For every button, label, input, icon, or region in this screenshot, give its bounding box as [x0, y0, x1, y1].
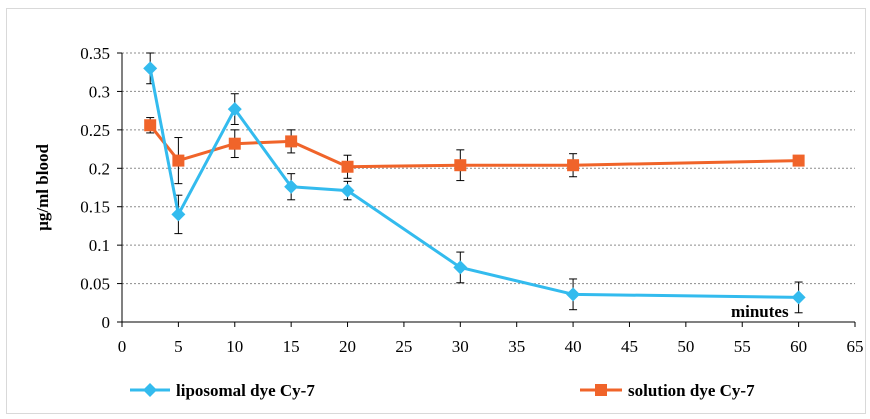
- x-tick-label: 5: [174, 337, 183, 356]
- y-tick-label: 0: [102, 313, 111, 332]
- x-tick-label: 45: [621, 337, 638, 356]
- axes: [117, 52, 856, 327]
- x-tick-labels: 0 5 10 15 20 25 30 35 40 45 50 55 60 65: [118, 337, 864, 356]
- data-point: [595, 384, 607, 396]
- y-tick-label: 0.15: [80, 198, 110, 217]
- x-unit-annotation: minutes: [731, 302, 789, 321]
- legend-label: solution dye Cy-7: [628, 381, 755, 400]
- legend: liposomal dye Cy-7 solution dye Cy-7: [130, 381, 755, 400]
- x-tick-label: 60: [790, 337, 807, 356]
- legend-label: liposomal dye Cy-7: [176, 381, 315, 400]
- y-axis-label: µg/ml blood: [33, 144, 52, 231]
- data-point: [285, 135, 298, 148]
- data-point: [341, 160, 354, 173]
- y-tick-label: 0.25: [80, 121, 110, 140]
- y-tick-label: 0.35: [80, 44, 110, 63]
- x-tick-label: 30: [452, 337, 469, 356]
- data-point: [227, 102, 242, 117]
- data-point: [143, 61, 158, 76]
- data-point: [791, 290, 806, 305]
- data-point: [171, 207, 186, 222]
- y-tick-label: 0.2: [89, 159, 110, 178]
- data-point: [228, 137, 241, 150]
- x-tick-label: 10: [226, 337, 243, 356]
- y-tick-label: 0.1: [89, 236, 110, 255]
- data-point: [792, 154, 805, 167]
- legend-item-0: liposomal dye Cy-7: [130, 381, 315, 400]
- data-point: [143, 383, 157, 397]
- x-tick-label: 25: [395, 337, 412, 356]
- x-tick-label: 15: [283, 337, 300, 356]
- data-point: [340, 183, 355, 198]
- chart-frame: [6, 8, 866, 414]
- x-tick-label: 0: [118, 337, 127, 356]
- data-point: [284, 179, 299, 194]
- data-point: [453, 260, 468, 275]
- data-point: [454, 159, 467, 172]
- data-point: [172, 154, 185, 167]
- y-tick-label: 0.3: [89, 82, 110, 101]
- gridlines: [122, 52, 855, 285]
- series-0: [143, 52, 806, 314]
- legend-item-1: solution dye Cy-7: [580, 381, 755, 400]
- y-tick-labels: 0 0.05 0.1 0.15 0.2 0.25 0.3 0.35: [80, 44, 110, 332]
- series-line: [149, 124, 799, 169]
- x-tick-label: 20: [339, 337, 356, 356]
- x-tick-label: 50: [677, 337, 694, 356]
- series-line: [148, 68, 799, 299]
- data-point: [144, 119, 157, 132]
- series-layer: [143, 52, 806, 314]
- data-point: [566, 287, 581, 302]
- series-1: [144, 117, 805, 185]
- x-tick-label: 65: [847, 337, 864, 356]
- x-tick-label: 35: [508, 337, 525, 356]
- data-point: [567, 159, 580, 172]
- y-tick-label: 0.05: [80, 275, 110, 294]
- x-tick-label: 55: [734, 337, 751, 356]
- x-tick-label: 40: [565, 337, 582, 356]
